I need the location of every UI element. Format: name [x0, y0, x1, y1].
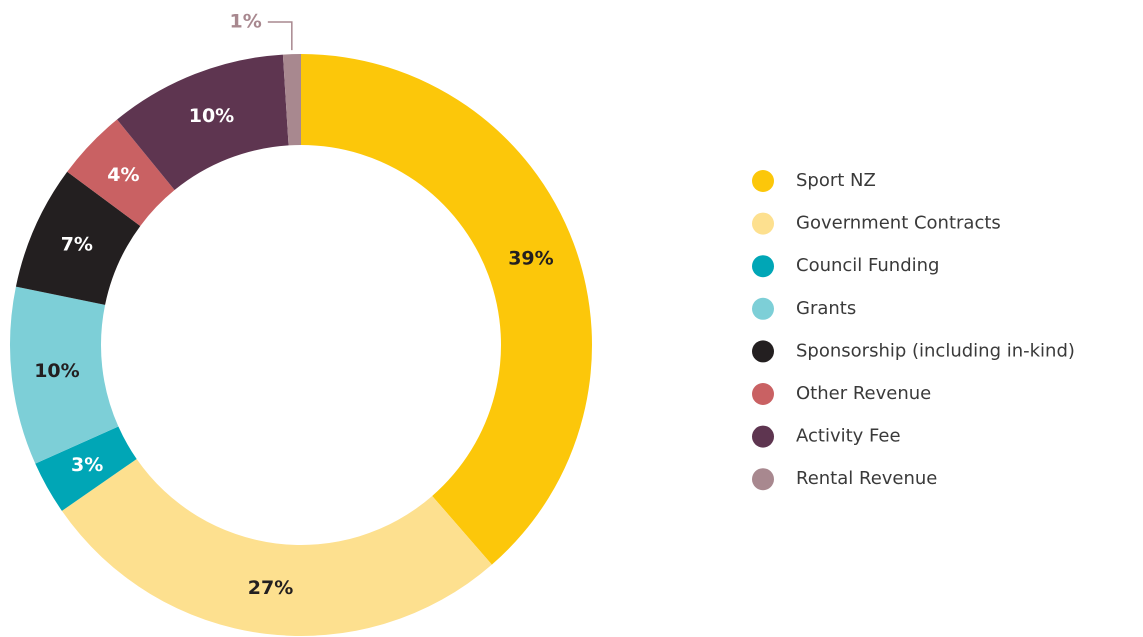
legend-label: Government Contracts	[796, 213, 1001, 234]
donut-slice	[282, 54, 301, 146]
donut-slice	[35, 426, 137, 511]
donut-slice	[301, 54, 593, 565]
data-label: 39%	[508, 248, 553, 270]
legend-swatch	[752, 468, 774, 491]
data-label: 27%	[248, 577, 293, 599]
donut-slice	[117, 54, 289, 191]
data-label: 10%	[189, 105, 234, 127]
legend-label: Sport NZ	[796, 170, 876, 191]
donut-slice	[67, 119, 175, 226]
data-label: 1%	[230, 11, 262, 33]
legend-label: Activity Fee	[796, 426, 901, 447]
legend-swatch	[752, 425, 774, 448]
legend-label: Rental Revenue	[796, 468, 937, 489]
legend-label: Other Revenue	[796, 383, 931, 404]
donut-slice	[15, 171, 141, 305]
data-label: 7%	[61, 233, 93, 255]
data-label: 10%	[34, 360, 79, 382]
legend-label: Sponsorship (including in-kind)	[796, 340, 1075, 361]
donut-slice	[61, 459, 492, 637]
legend-swatch	[752, 212, 774, 235]
legend-swatch	[752, 340, 774, 363]
data-label: 3%	[71, 454, 103, 476]
legend-label: Council Funding	[796, 255, 939, 276]
legend-swatch	[752, 383, 774, 405]
data-label: 4%	[107, 164, 139, 186]
legend-swatch	[752, 255, 774, 278]
legend-label: Grants	[796, 298, 856, 319]
legend-swatch	[752, 297, 774, 320]
leader-line	[267, 21, 293, 51]
legend-swatch	[752, 170, 774, 192]
donut-slice	[9, 286, 119, 464]
